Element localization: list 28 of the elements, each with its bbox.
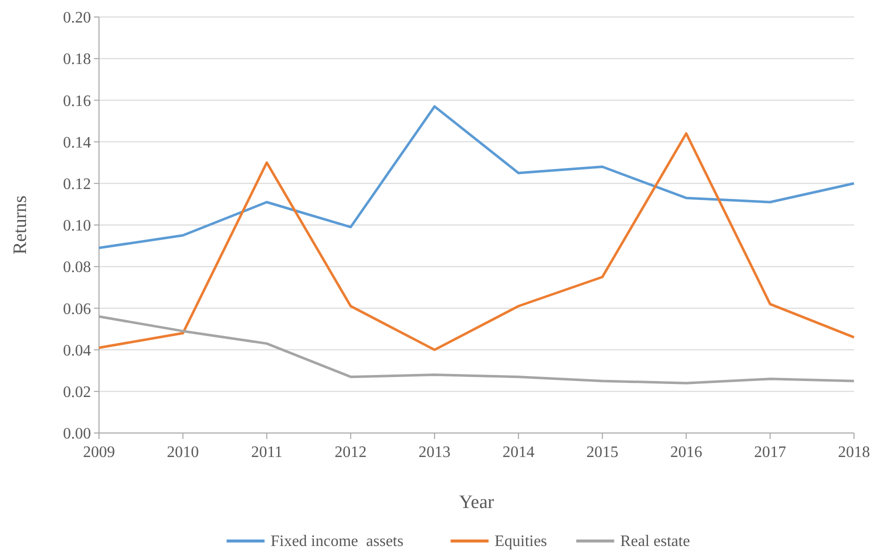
y-tick-label: 0.06 bbox=[63, 300, 91, 318]
y-tick-label: 0.20 bbox=[63, 10, 91, 27]
x-axis-title: Year bbox=[458, 492, 495, 513]
x-tick-label: 2009 bbox=[83, 444, 115, 461]
x-tick-label: 2014 bbox=[502, 444, 534, 461]
x-tick-label: 2010 bbox=[166, 444, 199, 461]
x-tick-label: 2016 bbox=[670, 444, 702, 461]
y-tick-label: 0.00 bbox=[63, 426, 91, 443]
line-series bbox=[98, 105, 856, 250]
y-tick-label: 0.18 bbox=[63, 51, 91, 68]
legend-label: Equities bbox=[494, 533, 548, 550]
line-series bbox=[98, 132, 856, 352]
x-tick-label: 2012 bbox=[334, 444, 367, 461]
x-tick-label: 2018 bbox=[838, 444, 870, 461]
x-tick-label: 2015 bbox=[586, 444, 618, 461]
legend-label: Fixed income assets bbox=[270, 533, 404, 550]
legend-label: Real estate bbox=[620, 533, 690, 550]
y-tick-label: 0.12 bbox=[63, 176, 91, 193]
y-tick-label: 0.10 bbox=[63, 218, 91, 235]
y-tick-label: 0.14 bbox=[63, 134, 91, 152]
x-tick-label: 2011 bbox=[251, 444, 282, 461]
x-tick-label: 2013 bbox=[418, 444, 451, 461]
y-axis-title: Returns bbox=[10, 195, 31, 255]
y-tick-label: 0.04 bbox=[63, 342, 91, 360]
y-tick-label: 0.08 bbox=[63, 259, 91, 276]
x-tick-label: 2017 bbox=[754, 444, 786, 461]
y-tick-label: 0.02 bbox=[63, 384, 91, 401]
y-tick-label: 0.16 bbox=[63, 92, 91, 110]
